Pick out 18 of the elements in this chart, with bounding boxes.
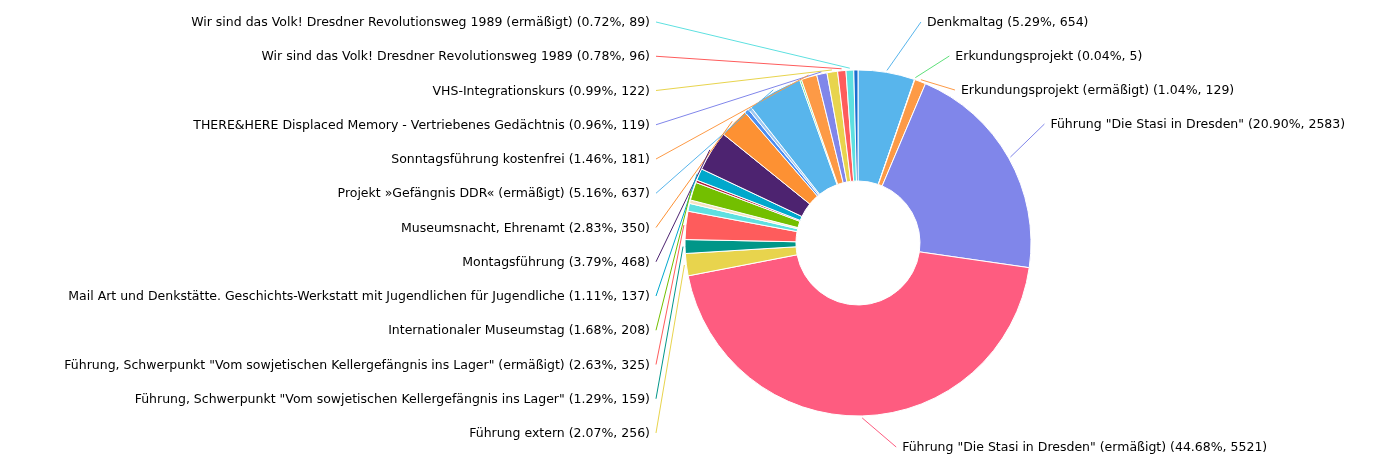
- slice-label: THERE&HERE Displaced Memory - Vertriebenes Gedächtnis (0.96%, 119): [192, 116, 650, 132]
- slice-label: Museumsnacht, Ehrenamt (2.83%, 350): [400, 219, 650, 235]
- slice-label: Erkundungsprojekt (0.04%, 5): [955, 48, 1143, 63]
- slice-label: Führung "Die Stasi in Dresden" (20.90%, 2583): [1050, 116, 1346, 131]
- slice-label: VHS-Integrationskurs (0.99%, 122): [432, 82, 650, 98]
- slice-label: Montagsführung (3.79%, 468): [462, 253, 650, 269]
- slice-label: Erkundungsprojekt (ermäßigt) (1.04%, 129): [960, 82, 1235, 97]
- slice-label: Führung, Schwerpunkt "Vom sowjetischen Kellergefängnis ins Lager" (ermäßigt) (2.63%, 325): [64, 356, 650, 372]
- slice-label: Wir sind das Volk! Dresdner Revolutionsweg 1989 (0.78%, 96): [261, 48, 650, 64]
- slice-label: Wir sind das Volk! Dresdner Revolutionsweg 1989 (ermäßigt) (0.72%, 89): [191, 14, 650, 29]
- slice-label: Sonntagsführung kostenfrei (1.46%, 181): [391, 151, 650, 166]
- slice-label: Führung "Die Stasi in Dresden" (ermäßigt) (44.68%, 5521): [902, 439, 1268, 454]
- slice-label: Mail Art und Denkstätte. Geschichts-Werkstatt mit Jugendlichen für Jugendliche (1.11%, 137): [68, 288, 650, 303]
- slice-label: Führung extern (2.07%, 256): [469, 425, 650, 440]
- slice-label: Führung, Schwerpunkt "Vom sowjetischen Kellergefängnis ins Lager" (1.29%, 159): [134, 390, 650, 406]
- slice-label: Internationaler Museumstag (1.68%, 208): [388, 322, 650, 338]
- slice-label: Projekt »Gefängnis DDR« (ermäßigt) (5.16%, 637): [337, 185, 650, 201]
- slice-label: Denkmaltag (5.29%, 654): [926, 14, 1089, 29]
